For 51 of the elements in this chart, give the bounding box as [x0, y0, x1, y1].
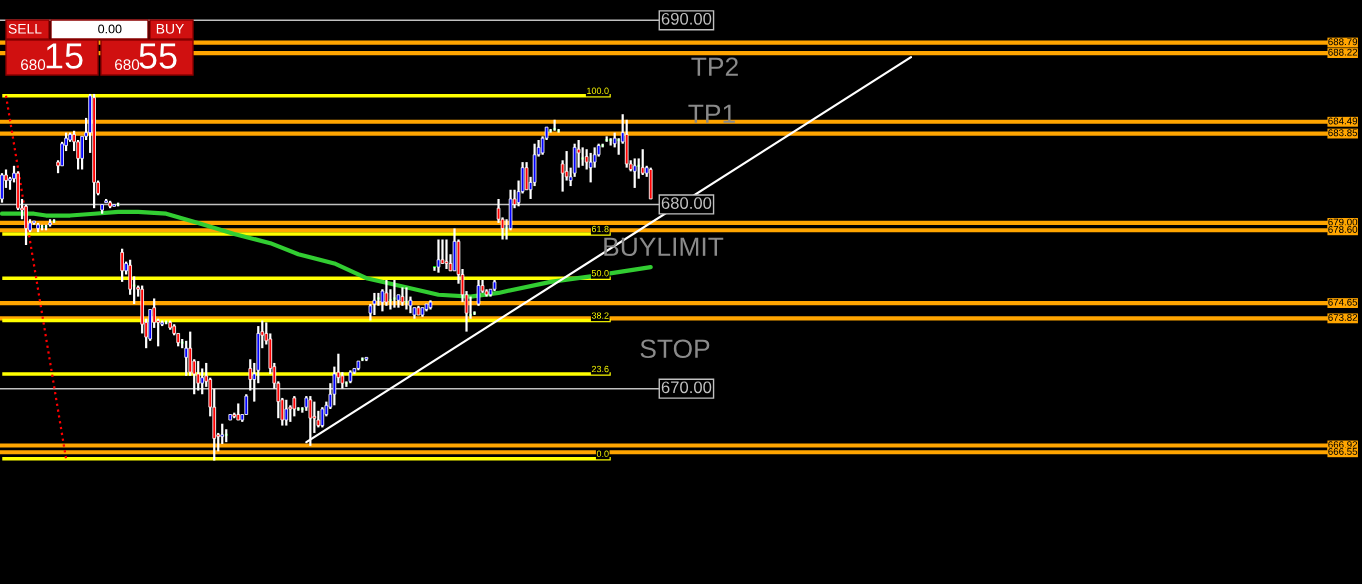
candlestick: [184, 339, 189, 377]
annotation: 23.6: [591, 365, 609, 373]
ref-line-label: 684.49: [1328, 117, 1358, 125]
candlestick: [632, 157, 637, 190]
candlestick: [284, 398, 289, 427]
candlestick: [292, 394, 297, 418]
annotation: 38.2: [591, 312, 609, 319]
candlestick: [200, 367, 205, 396]
candlestick: [36, 221, 40, 234]
candlestick: [0, 172, 4, 204]
candlestick: [320, 406, 325, 429]
candlestick: [588, 151, 593, 184]
annotation: TP2: [691, 57, 738, 76]
annotation: STOP: [640, 339, 710, 359]
annotation: 61.8: [591, 225, 609, 233]
annotation: TP1: [688, 104, 735, 123]
annotation: 100.0: [587, 87, 609, 95]
candlestick: [444, 238, 449, 271]
ref-line-label: 666.55: [1328, 448, 1358, 455]
annotation: 50.0: [591, 270, 609, 277]
ref-line-label: 666.92: [1328, 441, 1358, 449]
candlestick: [220, 422, 225, 446]
annotation: 0.00: [98, 24, 122, 34]
candlestick: [196, 359, 201, 392]
annotation: 55: [139, 43, 177, 69]
ref-line-label: 678.60: [1328, 226, 1358, 233]
ref-line-label: 670.00: [661, 381, 712, 394]
candlestick: [640, 148, 645, 177]
ref-line-label: 683.85: [1328, 129, 1358, 137]
annotation: 680: [21, 59, 46, 71]
candlestick: [48, 218, 52, 228]
ref-line-label: 680.00: [661, 197, 712, 209]
annotation: SELL: [8, 23, 42, 34]
annotation: 680: [115, 59, 140, 71]
candlestick: [372, 291, 377, 317]
ref-line-label: 688.79: [1328, 38, 1358, 46]
annotation: 15: [46, 43, 83, 69]
ref-line-label: 674.65: [1328, 298, 1358, 306]
ref-line-label: 688.22: [1328, 48, 1358, 56]
ref-line-label: 673.82: [1328, 314, 1358, 321]
ref-line-label: 679.00: [1328, 218, 1358, 226]
candlestick: [24, 203, 28, 247]
annotation: BUY: [156, 24, 184, 34]
annotation: 0.0: [596, 450, 609, 457]
candlestick: [476, 278, 481, 307]
candlestick: [436, 238, 441, 274]
candlestick: [384, 278, 389, 307]
candlestick: [312, 400, 317, 435]
candlestick: [400, 286, 405, 307]
ref-line-label: 690.00: [661, 12, 712, 25]
candlestick: [120, 247, 124, 283]
